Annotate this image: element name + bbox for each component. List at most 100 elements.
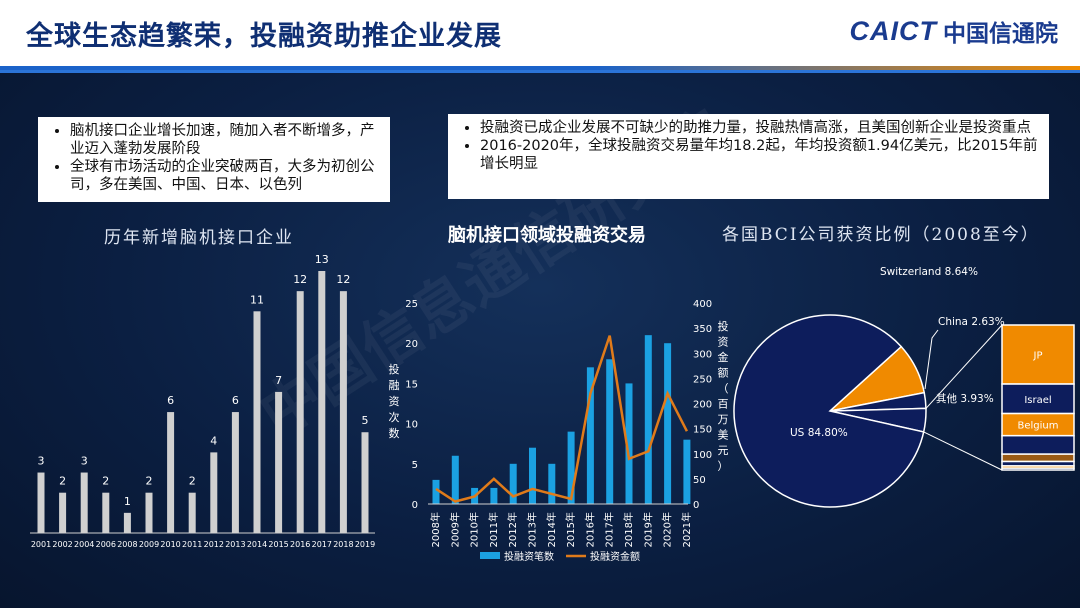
note-left-item: 全球有市场活动的企业突破两百，大多为初创公司，多在美国、中国、日本、以色列 xyxy=(70,158,380,194)
note-right-item: 2016-2020年，全球投融资交易量年均18.2起，年均投资额1.94亿美元，… xyxy=(480,137,1039,173)
chart2-right-tick: 150 xyxy=(693,425,712,436)
chart3-label-us: US 84.80% xyxy=(790,427,848,439)
chart2-right-axis-label: 投 xyxy=(718,319,729,333)
chart3-title: 各国BCI公司获资比例（2008至今） xyxy=(722,225,1040,245)
chart2-bar xyxy=(432,479,440,504)
note-right-item: 投融资已成企业发展不可缺少的助推力量，投融热情高涨，且美国创新企业是投资重点 xyxy=(480,119,1039,137)
chart1-data-label: 4 xyxy=(210,434,217,447)
chart2-tick-label: 2016年 xyxy=(583,512,596,547)
chart1-bar xyxy=(339,291,347,533)
chart2-bar xyxy=(451,455,459,504)
chart2-tick-label: 2009年 xyxy=(448,512,461,547)
chart1-tick-label: 2018 xyxy=(333,540,353,549)
chart2-right-axis-label: 元 xyxy=(718,444,729,457)
chart1-tick-label: 2004 xyxy=(74,540,94,549)
chart1-title: 历年新增脑机接口企业 xyxy=(104,228,294,248)
chart1-bar xyxy=(145,492,153,533)
chart1-bar xyxy=(231,412,239,533)
chart2-right-tick: 300 xyxy=(693,349,712,360)
chart2-bar xyxy=(625,383,633,504)
chart1-bar xyxy=(275,391,283,533)
chart2-right-axis-label: 万 xyxy=(718,413,729,426)
chart2-bar xyxy=(567,431,575,504)
chart2-left-axis-label: 融 xyxy=(389,379,400,392)
chart2-left-tick: 15 xyxy=(405,379,418,390)
chart1-data-label: 13 xyxy=(315,253,329,266)
chart1-bar xyxy=(210,452,218,533)
chart2-tick-label: 2008年 xyxy=(429,512,442,547)
chart2-tick-label: 2019年 xyxy=(641,512,654,547)
chart3-connector xyxy=(925,324,1003,409)
chart3-breakdown-label: Israel xyxy=(1024,395,1051,406)
chart3-breakdown-segment xyxy=(1001,324,1075,385)
chart2-series-line xyxy=(435,335,689,503)
chart1-bar xyxy=(167,412,175,533)
chart1-data-label: 7 xyxy=(275,374,282,387)
chart1-data-label: 1 xyxy=(124,495,131,508)
chart2-bar xyxy=(509,463,517,504)
page-title: 全球生态趋繁荣，投融资助推企业发展 xyxy=(26,21,502,52)
chart1-data-label: 2 xyxy=(189,475,196,488)
chart2-tick-label: 2015年 xyxy=(564,512,577,547)
chart1-data-label: 6 xyxy=(232,394,239,407)
chart3-label-china: China 2.63% xyxy=(938,316,1005,328)
chart2-legend-label-line: 投融资金额 xyxy=(590,550,640,563)
chart2-bar xyxy=(548,463,556,504)
note-left-item: 脑机接口企业增长加速，随加入者不断增多，产业迈入蓬勃发展阶段 xyxy=(70,122,380,158)
chart2-right-tick: 250 xyxy=(693,374,712,385)
chart1-bar xyxy=(253,311,261,533)
chart2-legend-label-bars: 投融资笔数 xyxy=(504,550,554,563)
chart1-tick-label: 2013 xyxy=(225,540,245,549)
chart2-bar xyxy=(664,343,672,504)
chart2-left-axis-label: 数 xyxy=(389,427,400,440)
chart2-right-tick: 0 xyxy=(693,500,699,511)
chart1-tick-label: 2012 xyxy=(204,540,224,549)
chart2-tick-label: 2014年 xyxy=(545,512,558,547)
chart3-breakdown-segment xyxy=(1001,383,1075,415)
chart3-breakdown-label: JP xyxy=(1033,351,1043,362)
chart2-bar xyxy=(683,439,691,504)
chart1-bar xyxy=(318,271,326,533)
chart2-right-tick: 200 xyxy=(693,400,712,411)
chart2-left-tick: 10 xyxy=(405,420,418,431)
chart1-bar xyxy=(296,291,304,533)
chart1-data-label: 12 xyxy=(293,273,307,286)
chart1-data-label: 12 xyxy=(336,273,350,286)
chart1-tick-label: 2002 xyxy=(52,540,72,549)
chart1-data-label: 2 xyxy=(59,475,66,488)
chart3-breakdown-segment xyxy=(1001,453,1075,463)
chart2-right-tick: 100 xyxy=(693,450,712,461)
chart3-slice xyxy=(733,314,925,508)
chart2-right-axis-label: 额 xyxy=(718,367,729,380)
chart2-right-axis-label: 美 xyxy=(718,429,729,442)
chart1-bar xyxy=(102,492,110,533)
chart1-tick-label: 2008 xyxy=(117,540,137,549)
note-left: 脑机接口企业增长加速，随加入者不断增多，产业迈入蓬勃发展阶段 全球有市场活动的企… xyxy=(38,117,390,202)
chart1-bar xyxy=(361,432,369,533)
chart2-right-axis-label: 百 xyxy=(718,398,729,411)
chart2-bar xyxy=(529,447,536,504)
chart2-left-tick: 20 xyxy=(405,339,418,350)
chart3-breakdown-segment xyxy=(1001,434,1075,455)
chart2-bar xyxy=(586,367,594,504)
chart1-data-label: 5 xyxy=(362,414,369,427)
chart1-tick-label: 2016 xyxy=(290,540,310,549)
chart2-tick-label: 2017年 xyxy=(603,512,616,547)
chart2-left-axis-label: 次 xyxy=(389,410,400,424)
chart2-left-tick: 25 xyxy=(405,299,418,310)
chart2-bar xyxy=(644,335,652,504)
chart3-label-other: 其他 3.93% xyxy=(936,392,994,405)
chart2-right-tick: 50 xyxy=(693,475,706,486)
chart1-data-label: 2 xyxy=(146,475,153,488)
chart1-data-label: 11 xyxy=(250,293,264,306)
caict-logo: CAICT 中国信通院 xyxy=(850,14,1059,48)
chart2-right-axis-label: （ xyxy=(718,382,729,395)
chart1-tick-label: 2015 xyxy=(268,540,288,549)
chart1-bar xyxy=(80,472,88,533)
chart1-bar xyxy=(59,492,67,533)
chart3-breakdown-segment xyxy=(1001,467,1075,471)
chart2-right-axis-label: 资 xyxy=(718,336,729,349)
chart1-tick-label: 2017 xyxy=(312,540,332,549)
chart2-left-axis-label: 投 xyxy=(389,362,400,376)
chart2-right-tick: 400 xyxy=(693,299,712,310)
